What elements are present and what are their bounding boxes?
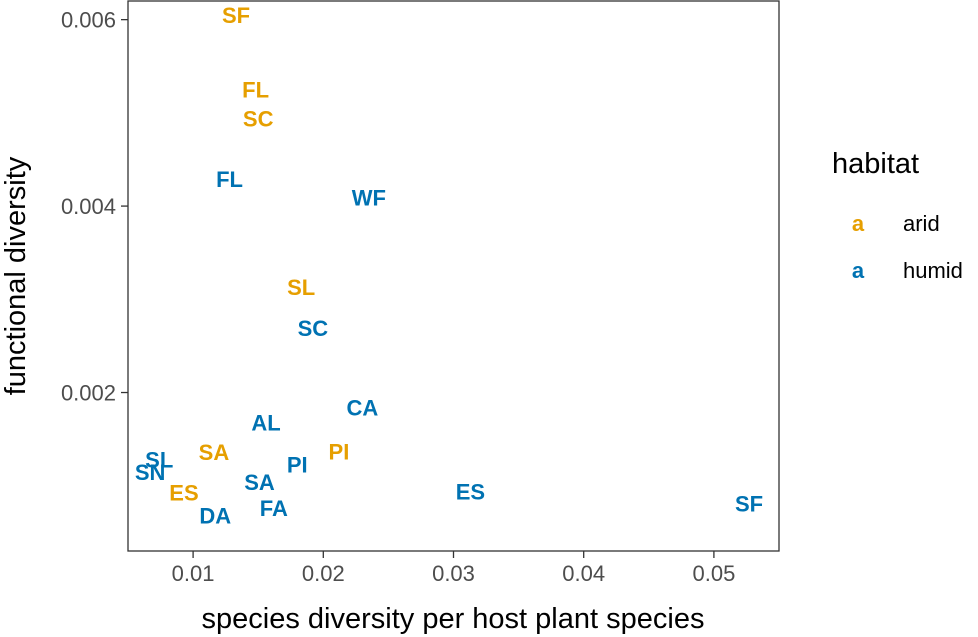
legend: habitat a arid a humid [832,148,963,283]
legend-entries: a arid a humid [852,211,963,283]
x-tick-label: 0.03 [432,561,475,586]
legend-title: habitat [832,148,919,180]
y-axis: 0.002 0.004 0.006 [61,8,128,406]
data-point-arid-sc: SC [243,106,274,131]
x-axis-title: species diversity per host plant species [202,603,705,635]
data-point-humid-sl: SL [145,448,173,473]
legend-key-humid: a [852,258,865,283]
data-point-arid-es: ES [169,480,198,505]
x-tick-label: 0.04 [562,561,605,586]
data-point-arid-sa: SA [199,440,230,465]
y-axis-title: functional diversity [0,156,32,395]
y-tick-label: 0.006 [61,8,116,33]
legend-label-humid: humid [903,258,963,283]
legend-label-arid: arid [903,211,940,236]
data-point-arid-sf: SF [222,3,250,28]
data-point-humid-da: DA [199,504,231,529]
data-point-humid-sf: SF [735,491,763,516]
data-point-humid-al: AL [251,410,280,435]
x-tick-label: 0.02 [302,561,345,586]
data-point-humid-ca: CA [346,395,378,420]
data-point-humid-fa: FA [260,496,288,521]
x-axis: 0.01 0.02 0.03 0.04 0.05 [172,551,735,586]
x-tick-label: 0.01 [172,561,215,586]
x-tick-label: 0.05 [692,561,735,586]
y-tick-label: 0.002 [61,381,116,406]
data-point-humid-wf: WF [352,186,386,211]
data-point-humid-sn: SN [135,460,166,485]
data-point-arid-pi: PI [329,439,350,464]
legend-key-arid: a [852,211,865,236]
data-point-arid-sl: SL [287,275,315,300]
data-point-humid-fl: FL [216,167,243,192]
data-point-humid-pi: PI [287,452,308,477]
data-point-humid-sa: SA [244,470,275,495]
panel-border [127,0,780,552]
data-point-humid-es: ES [456,479,485,504]
y-tick-label: 0.004 [61,194,116,219]
data-point-arid-fl: FL [242,78,269,103]
data-point-humid-sc: SC [298,316,329,341]
